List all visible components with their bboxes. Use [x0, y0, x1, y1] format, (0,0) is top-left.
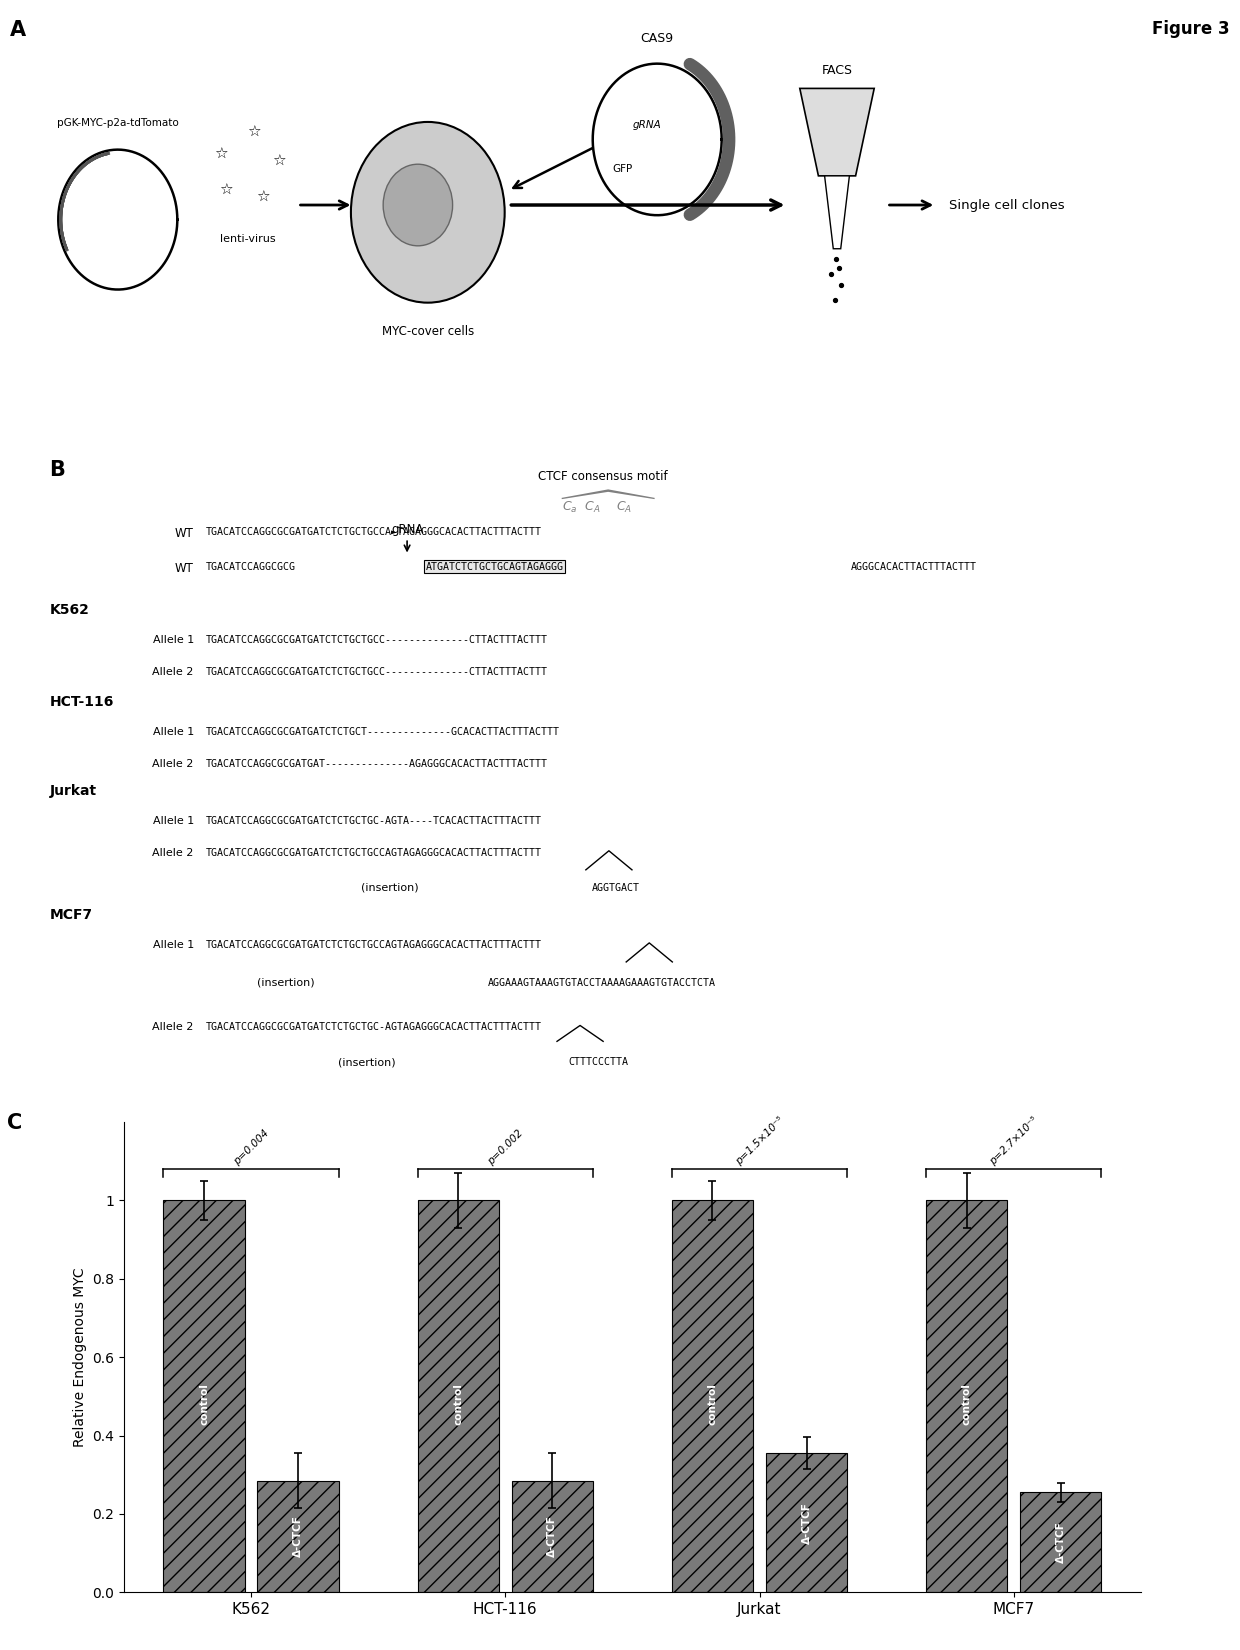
Text: TGACATCCAGGCGCGATGAT--------------AGAGGGCACACTTACTTTACTTT: TGACATCCAGGCGCGATGAT--------------AGAGGG…: [206, 759, 547, 769]
Text: Allele 1: Allele 1: [153, 635, 193, 645]
Text: Δ-CTCF: Δ-CTCF: [293, 1515, 303, 1558]
Text: p=2.7×10⁻⁵: p=2.7×10⁻⁵: [988, 1115, 1039, 1167]
Text: ☆: ☆: [273, 153, 285, 168]
Polygon shape: [800, 89, 874, 177]
Text: TGACATCCAGGCGCG: TGACATCCAGGCGCG: [206, 561, 295, 573]
Text: GFP: GFP: [613, 163, 632, 173]
Text: Jurkat: Jurkat: [50, 784, 97, 799]
Text: CTCF consensus motif: CTCF consensus motif: [538, 470, 668, 483]
Bar: [418, 1201, 498, 1592]
Bar: [672, 1201, 753, 1592]
Text: C: C: [7, 1112, 22, 1132]
Text: MYC-cover cells: MYC-cover cells: [382, 325, 474, 338]
Text: control: control: [200, 1383, 210, 1426]
Bar: [766, 1454, 847, 1592]
Text: HCT-116: HCT-116: [50, 695, 114, 710]
Text: Allele 2: Allele 2: [153, 1023, 193, 1033]
Text: K562: K562: [50, 602, 89, 617]
Text: ☆: ☆: [219, 183, 232, 198]
Text: FACS: FACS: [821, 64, 853, 76]
Text: p=1.5×10⁻⁵: p=1.5×10⁻⁵: [734, 1115, 785, 1167]
Text: (insertion): (insertion): [257, 978, 315, 988]
Text: p=0.002: p=0.002: [486, 1129, 525, 1167]
Text: TGACATCCAGGCGCGATGATCTCTGCTGCCAGTAGAGGGCACACTTACTTTACTTT: TGACATCCAGGCGCGATGATCTCTGCTGCCAGTAGAGGGC…: [206, 848, 542, 858]
Text: Figure 3: Figure 3: [1152, 20, 1230, 38]
Text: TGACATCCAGGCGCGATGATCTCTGCTGCC--------------CTTACTTTACTTT: TGACATCCAGGCGCGATGATCTCTGCTGCC----------…: [206, 635, 547, 645]
Text: gRNA: gRNA: [391, 523, 423, 536]
Text: CTTTCCCTTA: CTTTCCCTTA: [569, 1058, 629, 1068]
Text: TGACATCCAGGCGCGATGATCTCTGCTGC-AGTA----TCACACTTACTTTACTTT: TGACATCCAGGCGCGATGATCTCTGCTGC-AGTA----TC…: [206, 815, 542, 827]
Text: Allele 1: Allele 1: [153, 815, 193, 827]
Text: Δ-CTCF: Δ-CTCF: [801, 1502, 811, 1544]
Text: Single cell clones: Single cell clones: [949, 198, 1064, 211]
Text: control: control: [454, 1383, 464, 1426]
Bar: [258, 1480, 339, 1592]
Text: (insertion): (insertion): [361, 883, 419, 893]
Text: gRNA: gRNA: [632, 120, 662, 130]
Text: AGGTGACT: AGGTGACT: [591, 883, 640, 893]
Text: control: control: [708, 1383, 718, 1426]
Text: Allele 2: Allele 2: [153, 759, 193, 769]
Text: WT: WT: [175, 526, 193, 540]
Text: CAS9: CAS9: [641, 31, 673, 45]
Text: Allele 1: Allele 1: [153, 728, 193, 738]
Text: TGACATCCAGGCGCGATGATCTCTGCTGCCAGTAGAGGGCACACTTACTTTACTTT: TGACATCCAGGCGCGATGATCTCTGCTGCCAGTAGAGGGC…: [206, 940, 542, 950]
Text: Δ-CTCF: Δ-CTCF: [1055, 1521, 1065, 1563]
Bar: [164, 1201, 244, 1592]
Text: B: B: [50, 460, 66, 480]
Text: Allele 2: Allele 2: [153, 848, 193, 858]
Text: ATGATCTCTGCTGCAGTAGAGGG: ATGATCTCTGCTGCAGTAGAGGG: [425, 561, 563, 573]
Polygon shape: [825, 177, 849, 249]
Text: pGK-MYC-p2a-tdTomato: pGK-MYC-p2a-tdTomato: [57, 117, 179, 127]
Text: $\mathit{\widehat{\ \ \ C_a\ \ C_A\ \ \ \ C_A\ \ \ }}$: $\mathit{\widehat{\ \ \ C_a\ \ C_A\ \ \ …: [549, 488, 656, 515]
Text: Allele 2: Allele 2: [153, 667, 193, 676]
Text: ☆: ☆: [215, 147, 227, 162]
Text: control: control: [962, 1383, 972, 1426]
Text: (insertion): (insertion): [339, 1058, 396, 1068]
Circle shape: [383, 165, 453, 246]
Text: AGGGCACACTTACTTTACTTT: AGGGCACACTTACTTTACTTT: [851, 561, 977, 573]
Text: ☆: ☆: [248, 125, 260, 140]
Text: p=0.004: p=0.004: [232, 1129, 270, 1167]
Text: TGACATCCAGGCGCGATGATCTCTGCTGC-AGTAGAGGGCACACTTACTTTACTTT: TGACATCCAGGCGCGATGATCTCTGCTGC-AGTAGAGGGC…: [206, 1023, 542, 1033]
Bar: [926, 1201, 1007, 1592]
Bar: [512, 1480, 593, 1592]
Text: Δ-CTCF: Δ-CTCF: [547, 1515, 557, 1558]
Bar: [1021, 1492, 1101, 1592]
Text: WT: WT: [175, 561, 193, 574]
Y-axis label: Relative Endogenous MYC: Relative Endogenous MYC: [73, 1267, 87, 1447]
Text: ☆: ☆: [257, 190, 269, 205]
Text: A: A: [10, 20, 26, 40]
Text: lenti-virus: lenti-virus: [221, 234, 275, 244]
Text: AGGAAAGTAAAGTGTACCTAAAAGAAAGTGTACCTCTA: AGGAAAGTAAAGTGTACCTAAAAGAAAGTGTACCTCTA: [487, 978, 715, 988]
Text: TGACATCCAGGCGCGATGATCTCTGCTGCC--------------CTTACTTTACTTT: TGACATCCAGGCGCGATGATCTCTGCTGCC----------…: [206, 667, 547, 676]
Text: MCF7: MCF7: [50, 908, 93, 922]
Text: TGACATCCAGGCGCGATGATCTCTGCTGCCA►TAGAGGGCACACTTACTTTACTTT: TGACATCCAGGCGCGATGATCTCTGCTGCCA►TAGAGGGC…: [206, 526, 542, 536]
Text: Allele 1: Allele 1: [153, 940, 193, 950]
Text: TGACATCCAGGCGCGATGATCTCTGCT--------------GCACACTTACTTTACTTT: TGACATCCAGGCGCGATGATCTCTGCT-------------…: [206, 728, 559, 738]
Circle shape: [351, 122, 505, 302]
